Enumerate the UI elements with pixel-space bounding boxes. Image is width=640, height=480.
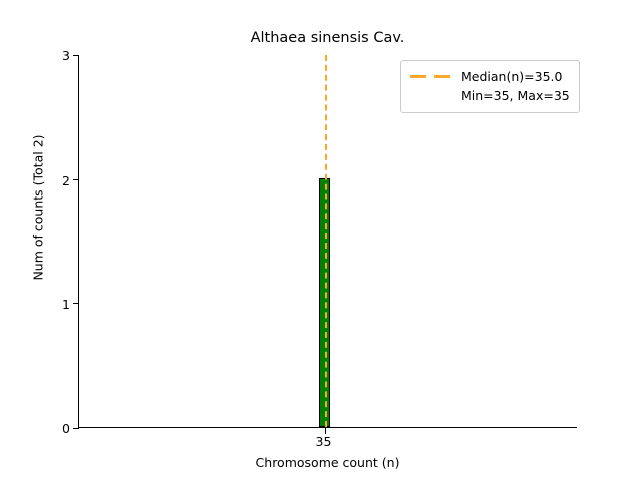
ytick-mark-3 [73,55,79,56]
median-line [324,55,327,427]
x-axis-label: Chromosome count (n) [255,455,400,470]
legend-entry-minmax: Min=35, Max=35 [410,86,570,105]
y-axis-label: Num of counts (Total 2) [30,134,46,281]
plot-area [73,55,577,434]
ytick-label-1: 1 [62,296,70,312]
chart-title: Althaea sinensis Cav. [250,30,405,46]
ytick-mark-1 [73,303,79,305]
ytick-label-0: 0 [62,421,70,436]
legend-label-median: Median(n)=35.0 [461,69,563,84]
ytick-label-2: 2 [62,172,70,188]
ytick-mark-2 [73,179,79,181]
xtick-mark-35 [324,428,326,434]
legend-label-minmax: Min=35, Max=35 [461,88,570,103]
dashed-line-icon [410,71,452,83]
plot-inner [79,55,577,427]
ytick-mark-0 [73,427,79,429]
legend-entry-median: Median(n)=35.0 [410,67,570,86]
legend: Median(n)=35.0 Min=35, Max=35 [400,60,580,113]
xtick-label-35: 35 [315,434,332,449]
ytick-label-3: 3 [62,48,70,64]
